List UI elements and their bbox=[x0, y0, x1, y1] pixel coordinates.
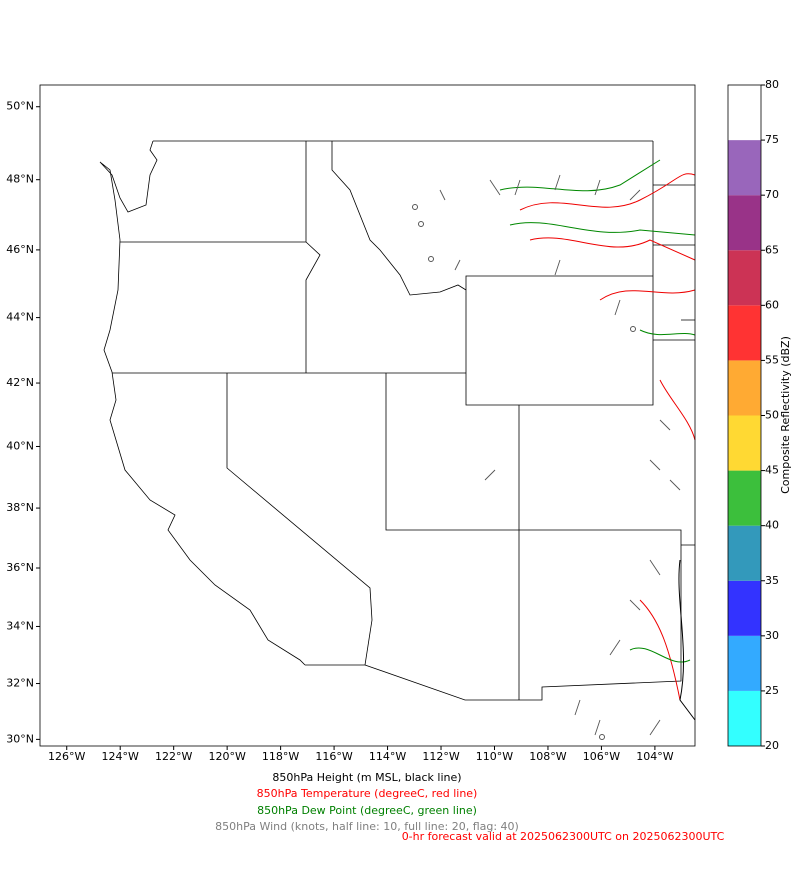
x-tick-label: 114°W bbox=[369, 750, 406, 763]
coastline bbox=[99, 140, 306, 666]
colorbar-tick-label: 20 bbox=[765, 739, 779, 752]
colorbar-tick-label: 35 bbox=[765, 574, 779, 587]
caption: 850hPa Wind (knots, half line: 10, full … bbox=[215, 820, 519, 833]
map-frame bbox=[39, 84, 696, 747]
x-tick-label: 110°W bbox=[476, 750, 513, 763]
y-tick-label: 32°N bbox=[6, 677, 34, 690]
y-tick-label: 44°N bbox=[6, 311, 34, 324]
colorbar-segment bbox=[728, 470, 761, 526]
colorbar-segment bbox=[728, 195, 761, 251]
x-tick-label: 108°W bbox=[529, 750, 566, 763]
x-tick-label: 124°W bbox=[102, 750, 139, 763]
colorbar-segment bbox=[728, 580, 761, 636]
y-tick-label: 50°N bbox=[6, 100, 34, 113]
y-tick-label: 30°N bbox=[6, 732, 34, 745]
caption: 0-hr forecast valid at 2025062300UTC on … bbox=[402, 830, 725, 843]
caption: 850hPa Temperature (degreeC, red line) bbox=[257, 787, 478, 800]
caption: 850hPa Height (m MSL, black line) bbox=[272, 771, 461, 784]
y-tick-label: 42°N bbox=[6, 376, 34, 389]
x-tick-label: 118°W bbox=[262, 750, 299, 763]
x-tick-label: 120°W bbox=[208, 750, 245, 763]
basemap bbox=[99, 140, 695, 701]
y-tick-label: 48°N bbox=[6, 173, 34, 186]
y-tick-label: 36°N bbox=[6, 561, 34, 574]
contours bbox=[499, 159, 696, 721]
colorbar-tick-label: 80 bbox=[765, 78, 779, 91]
x-tick-label: 122°W bbox=[155, 750, 192, 763]
x-tick-label: 112°W bbox=[422, 750, 459, 763]
colorbar-tick-label: 25 bbox=[765, 684, 779, 697]
x-tick-label: 116°W bbox=[315, 750, 352, 763]
colorbar-tick-label: 40 bbox=[765, 519, 779, 532]
colorbar-segment bbox=[728, 525, 761, 581]
colorbar-segment bbox=[728, 690, 761, 746]
colorbar-tick-label: 50 bbox=[765, 409, 779, 422]
colorbar-segment bbox=[728, 250, 761, 306]
colorbar-tick-label: 45 bbox=[765, 464, 779, 477]
colorbar-label: Composite Reflectivity (dBZ) bbox=[779, 336, 792, 494]
caption: 850hPa Dew Point (degreeC, green line) bbox=[257, 804, 477, 817]
y-tick-label: 46°N bbox=[6, 243, 34, 256]
colorbar-tick-label: 55 bbox=[765, 353, 779, 366]
colorbar-segment bbox=[728, 85, 761, 141]
x-tick-label: 106°W bbox=[583, 750, 620, 763]
colorbar-tick-label: 60 bbox=[765, 298, 779, 311]
colorbar-segment bbox=[728, 305, 761, 361]
border bbox=[112, 140, 695, 701]
x-tick-label: 126°W bbox=[48, 750, 85, 763]
colorbar-tick-label: 75 bbox=[765, 133, 779, 146]
x-tick-label: 104°W bbox=[636, 750, 673, 763]
colorbar-segment bbox=[728, 415, 761, 471]
y-tick-label: 34°N bbox=[6, 619, 34, 632]
colorbar-segment bbox=[728, 140, 761, 196]
y-tick-label: 40°N bbox=[6, 439, 34, 452]
y-tick-label: 38°N bbox=[6, 501, 34, 514]
colorbar-tick-label: 30 bbox=[765, 629, 779, 642]
wind-barbs bbox=[412, 174, 681, 740]
colorbar-tick-label: 65 bbox=[765, 243, 779, 256]
colorbar-segment bbox=[728, 635, 761, 691]
colorbar-tick-label: 70 bbox=[765, 188, 779, 201]
colorbar-segment bbox=[728, 360, 761, 416]
